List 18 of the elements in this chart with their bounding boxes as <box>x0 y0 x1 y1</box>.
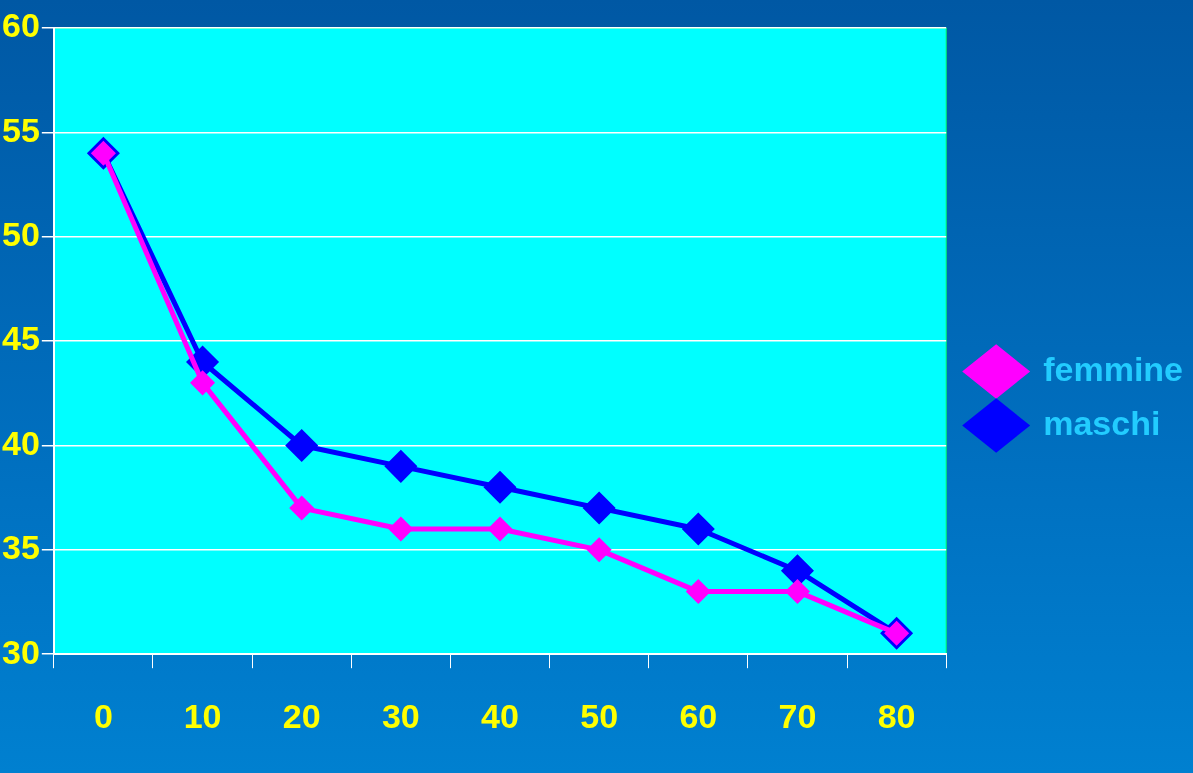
legend-label: maschi <box>1043 403 1161 442</box>
x-tick-label: 80 <box>877 696 916 735</box>
y-tick-label: 50 <box>1 215 40 254</box>
y-tick-label: 60 <box>1 6 40 45</box>
y-tick-label: 30 <box>1 632 40 671</box>
x-tick-label: 50 <box>580 696 619 735</box>
x-tick-label: 10 <box>183 696 222 735</box>
x-tick-label: 20 <box>282 696 321 735</box>
legend-label: femmine <box>1043 349 1184 388</box>
x-tick-label: 40 <box>481 696 519 735</box>
x-tick-label: 30 <box>381 696 420 735</box>
y-tick-label: 55 <box>1 110 40 149</box>
y-tick-label: 40 <box>1 423 40 462</box>
y-tick-label: 35 <box>1 528 40 567</box>
x-tick-label: 0 <box>93 696 113 735</box>
x-tick-label: 60 <box>679 696 718 735</box>
y-tick-label: 45 <box>1 319 40 358</box>
x-tick-label: 70 <box>778 696 817 735</box>
